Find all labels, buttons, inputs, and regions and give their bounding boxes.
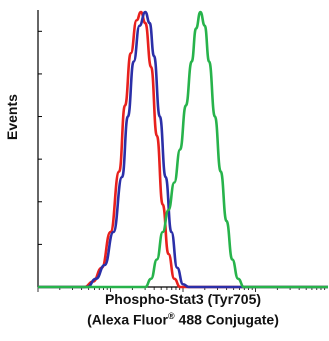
- registered-mark: ®: [168, 311, 175, 321]
- series-line-3: [38, 10, 328, 289]
- x-axis-label-line1: Phospho-Stat3 (Tyr705): [104, 291, 262, 307]
- plot-axes: [37, 10, 328, 292]
- y-ticks: [38, 30, 42, 245]
- series-line-1: [38, 10, 328, 289]
- series-group: [38, 10, 328, 289]
- y-axis-label: Events: [4, 94, 20, 140]
- x-axis-label-line2: (Alexa Fluor® 488 Conjugate): [38, 311, 328, 328]
- x-axis-label-line2-pre: (Alexa Fluor: [87, 311, 168, 328]
- series-line-2: [38, 10, 328, 289]
- x-axis-label-line2-post: 488 Conjugate): [174, 311, 279, 328]
